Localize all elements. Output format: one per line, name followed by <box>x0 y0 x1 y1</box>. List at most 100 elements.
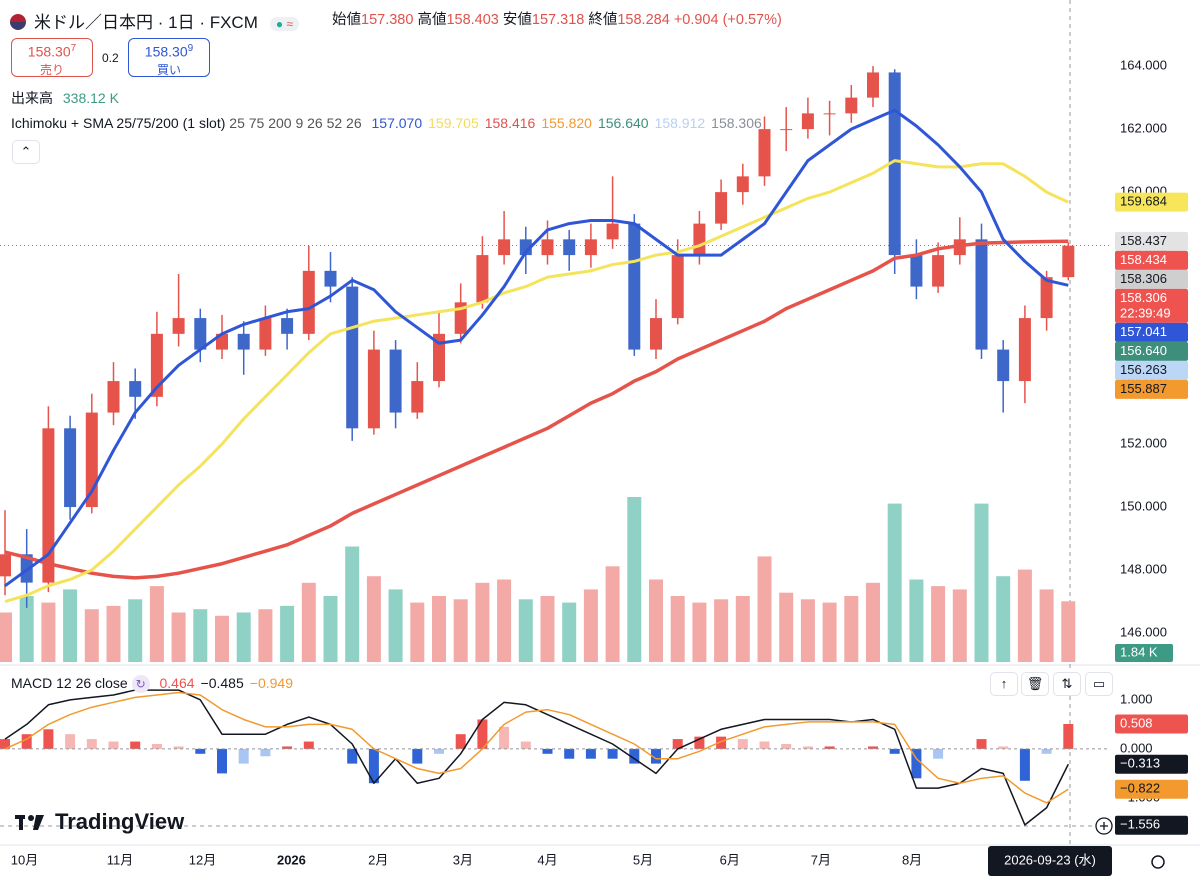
axes: 146.000148.000150.000152.000154.000156.0… <box>11 58 1188 867</box>
candle-body <box>150 333 163 397</box>
macd-histogram-bar <box>737 739 748 749</box>
volume-bar <box>236 612 251 662</box>
x-tick-label: 12月 <box>189 852 216 867</box>
x-tick-label: 7月 <box>811 852 831 867</box>
macd-histogram-bar <box>412 748 423 764</box>
candle-body <box>1040 277 1053 319</box>
price-tag: 158.306 <box>1120 290 1167 305</box>
buy-button[interactable]: 158.309 買い <box>128 38 210 77</box>
volume-bar <box>41 602 56 662</box>
volume-bar <box>540 596 555 662</box>
macd-legend-value: −0.949 <box>249 675 293 691</box>
price-tag: 159.684 <box>1120 194 1167 209</box>
macd-histogram-bar <box>672 739 683 749</box>
volume-bar <box>388 589 403 662</box>
collapse-pane-button[interactable]: ⇅ <box>1053 672 1081 696</box>
volume-bar <box>952 589 967 662</box>
flag <box>10 14 26 30</box>
price-tag-box <box>1115 231 1188 251</box>
macd-histogram-bar <box>911 748 922 779</box>
volume-bar <box>84 609 99 662</box>
candle-body <box>910 255 923 287</box>
macd-histogram-bar <box>802 746 813 749</box>
x-tick-label: 2月 <box>368 852 388 867</box>
volume-bar <box>1017 569 1032 662</box>
volume-bar <box>63 589 78 662</box>
volume-bar <box>931 586 946 662</box>
macd-histogram-bar <box>282 746 293 749</box>
macd-histogram-bar <box>585 748 596 759</box>
maximize-button[interactable]: ▭ <box>1085 672 1113 696</box>
volume-bar <box>171 612 186 662</box>
ohlc-value: 157.380 <box>361 12 414 28</box>
candle-body <box>650 318 662 350</box>
ohlc-label: 安値 <box>502 12 532 28</box>
macd-histogram-bar <box>43 729 54 749</box>
macd-histogram-bar <box>716 736 727 749</box>
macd-histogram-bar <box>455 734 466 749</box>
macd-histogram-bar <box>651 748 661 764</box>
macd-histogram-bar <box>694 736 705 749</box>
price-tag: 158.434 <box>1120 252 1167 267</box>
volume-bar <box>714 599 729 662</box>
indicator-value: 159.705 <box>428 115 479 131</box>
price-tag-box <box>1115 250 1188 270</box>
indicator-line <box>4 159 1069 603</box>
x-tick-label: 8月 <box>902 852 922 867</box>
indicator-params: 25 75 200 9 26 52 26 <box>229 115 362 131</box>
buy-label: 買い <box>156 62 181 77</box>
move-up-button[interactable]: ↑ <box>990 672 1018 696</box>
indicator-name: Ichimoku + SMA 25/75/200 (1 slot) <box>11 115 226 131</box>
volume-bar <box>822 602 837 662</box>
volume-bar <box>844 596 859 662</box>
volume-bar <box>974 503 989 662</box>
price-tag-box <box>1115 192 1188 212</box>
candle-body <box>42 428 55 583</box>
price-tag: −1.556 <box>1120 817 1160 832</box>
macd-histogram-bar <box>65 734 76 749</box>
sell-price: 158.30 <box>27 43 71 60</box>
ohlc-row: 始値157.380 高値158.403 安値157.318 終値158.284 … <box>332 8 782 29</box>
price-tag: −0.313 <box>1120 756 1160 771</box>
macd-settings-icon[interactable]: ↻ <box>131 675 150 693</box>
macd-histogram-bar <box>499 726 510 749</box>
candle-body <box>997 349 1010 382</box>
candle-body <box>693 223 706 256</box>
candle-body <box>563 239 576 256</box>
x-tick-label: 10月 <box>11 852 38 867</box>
macd-histogram-bar <box>824 746 835 749</box>
candle-body <box>237 333 250 350</box>
indicator-line <box>4 691 1069 804</box>
indicator-value: 158.416 <box>484 115 536 131</box>
candle-body <box>541 239 554 256</box>
candle-body <box>1018 318 1031 382</box>
price-tag: 158.306 <box>1120 271 1167 286</box>
symbol-row: 米ドル／日本円 · 1日 · FXCM ● ≈ <box>10 8 300 33</box>
volume-bar <box>627 497 642 662</box>
sell-button[interactable]: 158.307 売り <box>11 38 93 77</box>
ohlc-label: 始値 <box>332 12 361 28</box>
spread: 0.2 <box>102 51 119 65</box>
price-tag-box <box>1115 815 1188 835</box>
ohlc-label: 高値 <box>417 12 447 28</box>
settings-button[interactable] <box>1151 855 1165 869</box>
price-tag: 157.041 <box>1120 324 1167 339</box>
status-pill[interactable]: ● ≈ <box>269 17 300 31</box>
price-tag: 158.437 <box>1120 233 1167 248</box>
volume-bar <box>301 582 316 662</box>
collapse-button[interactable]: ⌃ <box>12 140 40 164</box>
macd-histogram-bar <box>86 739 97 749</box>
macd-pane <box>0 689 1110 826</box>
sell-price-sup: 7 <box>70 43 77 54</box>
candle-body <box>346 286 359 429</box>
indicator-line <box>4 239 1069 580</box>
volume-bar <box>366 576 381 662</box>
price-pane <box>0 66 1110 662</box>
volume-bar <box>323 596 338 662</box>
x-tick-label: 4月 <box>537 852 557 867</box>
indicator-value: 158.306 <box>711 115 762 131</box>
delete-button[interactable]: 🗑 <box>1021 672 1049 696</box>
macd-histogram-bar <box>933 748 944 759</box>
volume-bar <box>215 615 229 662</box>
price-tag-box <box>1115 779 1188 799</box>
